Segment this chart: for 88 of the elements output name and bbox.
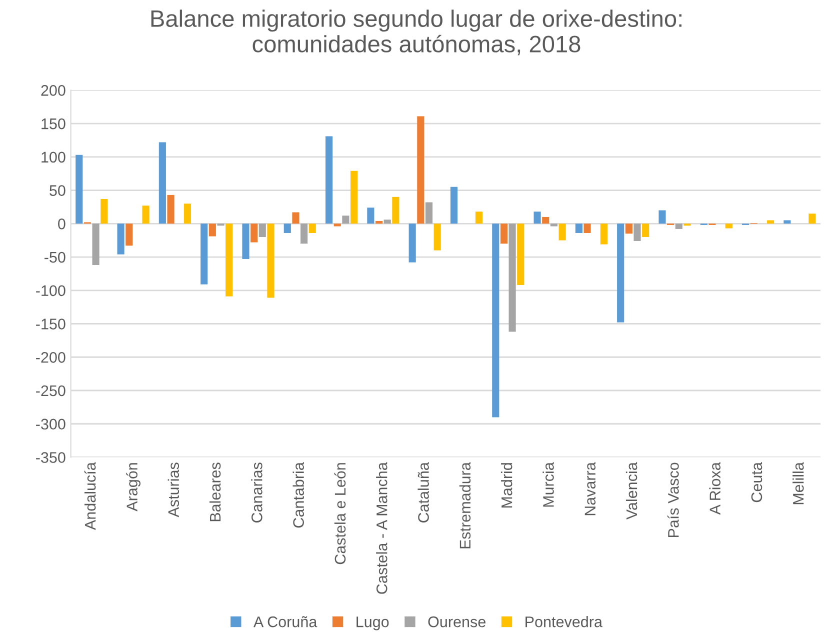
bar [250, 224, 258, 242]
x-tick-label: Estremadura [459, 462, 471, 548]
bar [542, 216, 550, 224]
bar [117, 224, 124, 254]
y-tick-label: -250 [36, 385, 66, 396]
bar [625, 224, 632, 234]
x-tick-label: Ceuta [751, 462, 762, 502]
bar [242, 224, 250, 260]
bar [267, 224, 274, 298]
bar [158, 142, 166, 224]
y-tick-label: -300 [36, 418, 66, 430]
bar [600, 224, 608, 244]
bar [292, 212, 300, 224]
bar [508, 224, 516, 332]
y-tick-label: 0 [58, 218, 66, 230]
bar [658, 210, 666, 224]
bar [284, 224, 291, 233]
legend-label: A Coruña [253, 616, 318, 628]
bar [384, 220, 391, 224]
bar [634, 224, 641, 241]
bar [408, 224, 416, 262]
bar [334, 224, 341, 226]
x-tick-label: Navarra [584, 462, 596, 516]
bar [425, 202, 433, 224]
bar [367, 208, 374, 224]
x-tick-label: Murcia [542, 462, 554, 507]
bar [675, 224, 682, 229]
y-tick-label: -100 [36, 285, 66, 296]
bar [534, 212, 541, 224]
x-tick-label: Canarias [251, 462, 262, 522]
bar [142, 206, 150, 224]
legend-label: Pontevedra [526, 616, 602, 628]
bar [584, 224, 591, 233]
y-tick-label: -150 [36, 318, 66, 330]
bar [258, 224, 266, 237]
bar [617, 224, 624, 322]
bar [808, 214, 816, 224]
bar [642, 224, 650, 237]
bar [500, 224, 508, 244]
y-tick-label: 200 [41, 85, 66, 96]
x-tick-label: Castela e León [334, 463, 346, 564]
x-tick-label: Valencia [626, 462, 638, 520]
legend-label: Lugo [356, 616, 389, 630]
bar [342, 216, 350, 224]
legend-label: Ourense [428, 616, 486, 628]
bar [184, 204, 191, 224]
x-tick-label: Baleares [209, 462, 221, 522]
bar [325, 136, 333, 224]
bar [475, 212, 483, 224]
bar [76, 154, 83, 224]
x-tick-label: Castela - A Mancha [376, 462, 388, 594]
x-tick-label: Cataluña [418, 462, 429, 522]
y-tick-label: -200 [36, 352, 66, 363]
chart-title: Balance migratorio segundo lugar de orixe-destino: comunidades autónomas, 2018 [151, 10, 682, 56]
bar [417, 116, 424, 224]
x-tick-label: Madrid [501, 463, 512, 508]
x-tick-label: Andalucía [84, 462, 96, 530]
bar [350, 170, 358, 224]
bar [200, 224, 208, 284]
bar [492, 224, 500, 418]
x-tick-label: Asturias [168, 462, 180, 518]
bar [100, 198, 108, 224]
y-tick-label: -350 [36, 452, 66, 463]
x-tick-label: A Rioxa [709, 462, 720, 515]
x-tick-label: Melilla [792, 462, 804, 504]
bar [126, 224, 133, 246]
bar [375, 220, 383, 224]
bar [392, 196, 400, 224]
bar [550, 224, 558, 226]
bar [167, 194, 174, 224]
x-tick-label: Cantabria [292, 462, 304, 528]
x-tick-label: Aragón [126, 463, 140, 512]
y-tick-label: -50 [44, 252, 66, 263]
bar [725, 224, 732, 228]
bar [208, 224, 216, 236]
x-tick-label: País Vasco [667, 462, 679, 537]
bar [558, 224, 566, 240]
y-tick-label: 50 [50, 185, 66, 196]
bar [308, 224, 316, 233]
bar [517, 224, 524, 286]
bar [226, 224, 233, 296]
y-tick-label: 100 [42, 152, 66, 163]
bar [92, 224, 100, 266]
y-tick-label: 150 [42, 118, 66, 130]
bar [450, 186, 458, 224]
bar [434, 224, 441, 250]
bar [575, 224, 582, 233]
bar [300, 224, 308, 244]
